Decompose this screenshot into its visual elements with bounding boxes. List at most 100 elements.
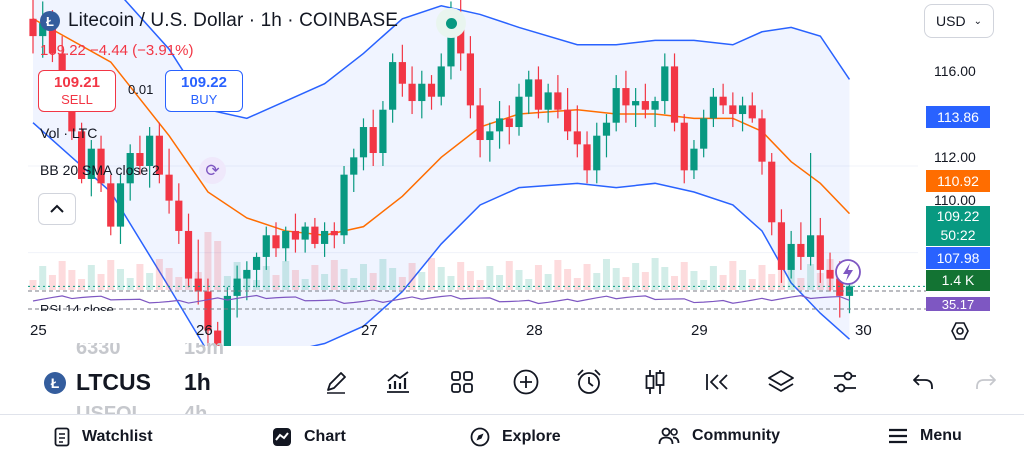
hamburger-icon bbox=[889, 428, 907, 444]
symbol-header[interactable]: Ł Litecoin / U.S. Dollar · 1h · COINBASE bbox=[40, 10, 398, 32]
volume-bar bbox=[58, 261, 66, 290]
layers-icon[interactable] bbox=[765, 366, 797, 398]
volume-bar bbox=[612, 268, 620, 290]
volume-bar bbox=[622, 277, 630, 290]
bb-basis-tag: 110.92 bbox=[926, 170, 990, 192]
candle-body bbox=[233, 278, 241, 296]
rsi-line bbox=[32, 294, 850, 305]
nav-watchlist-label: Watchlist bbox=[82, 428, 153, 445]
volume-bar bbox=[729, 261, 737, 290]
candle-body bbox=[116, 183, 125, 227]
volume-bar bbox=[418, 272, 426, 290]
candle-body bbox=[554, 92, 562, 110]
bb-lower-tag: 107.98 bbox=[926, 247, 990, 269]
volume-bar bbox=[321, 274, 329, 290]
candle-body bbox=[369, 127, 377, 154]
indicators-chart-icon[interactable] bbox=[382, 366, 414, 398]
bottom-navigation: Watchlist Chart Explore Community Menu bbox=[0, 414, 1024, 461]
buy-button[interactable]: 109.22 BUY bbox=[165, 70, 243, 112]
volume-bar bbox=[525, 279, 533, 290]
sliders-icon[interactable] bbox=[829, 366, 861, 398]
candle-body bbox=[534, 79, 543, 110]
volume-bar bbox=[97, 274, 105, 290]
volume-bar bbox=[476, 280, 484, 290]
candle-body bbox=[252, 256, 261, 270]
volume-bar bbox=[107, 260, 115, 290]
volume-bar bbox=[87, 265, 95, 290]
volume-indicator-label[interactable]: Vol · LTC bbox=[40, 125, 98, 141]
candle-body bbox=[466, 53, 474, 106]
time-axis-label: 30 bbox=[855, 322, 872, 339]
volume-bar bbox=[739, 270, 747, 290]
candle-body bbox=[816, 235, 824, 270]
live-dot-icon bbox=[445, 17, 457, 29]
candle-body bbox=[690, 148, 698, 171]
chart-settings-icon[interactable] bbox=[950, 321, 970, 346]
candle-body bbox=[282, 230, 290, 249]
candle-body bbox=[379, 109, 387, 154]
volume-bar bbox=[593, 273, 601, 290]
volume-bar bbox=[515, 270, 523, 290]
volume-bar bbox=[379, 259, 387, 290]
price-chart[interactable] bbox=[0, 0, 1024, 346]
rsi-indicator-label[interactable]: RSI 14 close bbox=[40, 302, 114, 311]
picker-ghost-symbol-above: 6330 bbox=[76, 343, 121, 359]
nav-explore[interactable]: Explore bbox=[470, 427, 561, 447]
volume-bar bbox=[466, 271, 474, 290]
plus-circle-icon[interactable] bbox=[510, 366, 542, 398]
symbol-picker[interactable]: LTCUS bbox=[76, 369, 151, 395]
volume-bar bbox=[709, 266, 717, 290]
volume-bar bbox=[359, 264, 367, 290]
candle-body bbox=[525, 79, 533, 97]
redo-icon[interactable] bbox=[970, 366, 1002, 398]
pencil-icon[interactable] bbox=[320, 366, 352, 398]
volume-bar bbox=[136, 264, 144, 290]
candle-body bbox=[48, 23, 57, 54]
undo-icon[interactable] bbox=[907, 366, 939, 398]
currency-select[interactable]: USD ⌄ bbox=[924, 4, 994, 38]
volume-bar bbox=[389, 268, 397, 290]
candle-body bbox=[661, 66, 669, 102]
nav-menu[interactable]: Menu bbox=[888, 427, 962, 445]
chevron-up-icon bbox=[50, 204, 64, 213]
interval-picker[interactable]: 1h bbox=[184, 369, 211, 395]
picker-ghost-symbol-below: USFOI bbox=[76, 403, 138, 414]
candle-body bbox=[719, 96, 727, 106]
market-status-button[interactable] bbox=[436, 8, 466, 38]
candle-body bbox=[709, 96, 717, 119]
bollinger-indicator-label[interactable]: BB 20 SMA close 2 bbox=[40, 162, 160, 178]
volume-bar bbox=[544, 274, 552, 290]
volume-bar bbox=[797, 278, 805, 290]
candle-body bbox=[39, 23, 47, 37]
volume-bar bbox=[214, 241, 222, 290]
volume-bar bbox=[340, 269, 348, 290]
candle-body bbox=[223, 295, 231, 346]
collapse-legend-button[interactable] bbox=[38, 193, 76, 225]
alarm-clock-icon[interactable] bbox=[573, 366, 605, 398]
candle-body bbox=[641, 101, 649, 110]
candlestick-icon[interactable] bbox=[639, 366, 671, 398]
volume-bar bbox=[719, 275, 727, 290]
candle-body bbox=[311, 226, 319, 244]
volume-bar bbox=[496, 275, 504, 290]
candle-body bbox=[301, 226, 309, 240]
volume-bar bbox=[671, 276, 679, 290]
volume-bar bbox=[680, 262, 688, 290]
candle-body bbox=[29, 18, 37, 37]
candle-body bbox=[632, 101, 640, 106]
candle-body bbox=[389, 62, 397, 110]
candle-body bbox=[155, 135, 163, 175]
time-axis-label: 25 bbox=[30, 322, 47, 339]
refresh-icon[interactable]: ⟳ bbox=[199, 157, 226, 184]
grid-layout-icon[interactable] bbox=[446, 366, 478, 398]
candle-body bbox=[126, 153, 134, 184]
sell-label: SELL bbox=[61, 92, 93, 107]
replay-icon[interactable] bbox=[701, 366, 733, 398]
volume-bar bbox=[175, 277, 183, 290]
volume-tag: 1.4 K bbox=[926, 270, 990, 291]
nav-chart[interactable]: Chart bbox=[272, 427, 346, 447]
nav-community[interactable]: Community bbox=[658, 427, 780, 445]
sell-button[interactable]: 109.21 SELL bbox=[38, 70, 116, 112]
watchlist-icon bbox=[54, 427, 70, 447]
nav-watchlist[interactable]: Watchlist bbox=[54, 427, 153, 447]
